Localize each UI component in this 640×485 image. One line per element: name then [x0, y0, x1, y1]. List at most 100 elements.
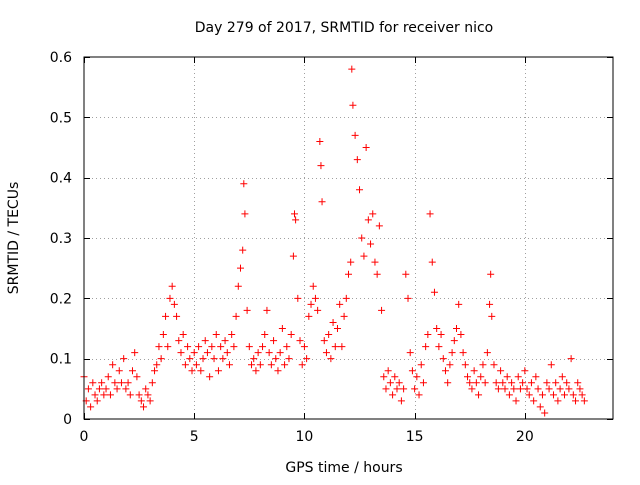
data-point: [221, 337, 229, 345]
data-point: [558, 373, 566, 381]
data-point: [146, 397, 154, 405]
data-point: [356, 186, 364, 194]
data-point: [294, 294, 302, 302]
data-point: [371, 258, 379, 266]
data-point: [175, 337, 183, 345]
data-point: [402, 270, 410, 278]
data-point: [375, 222, 383, 230]
data-point: [203, 349, 211, 357]
data-point: [441, 367, 449, 375]
data-point: [109, 361, 117, 369]
data-point: [455, 300, 463, 308]
y-tick-label: 0.1: [50, 352, 72, 368]
y-tick-label: 0.3: [50, 231, 72, 247]
data-point: [437, 331, 445, 339]
data-point: [137, 397, 145, 405]
data-point: [342, 294, 350, 302]
data-point: [188, 367, 196, 375]
data-point: [530, 397, 538, 405]
data-point: [572, 397, 580, 405]
data-point: [400, 385, 408, 393]
data-point: [248, 361, 256, 369]
data-point: [459, 349, 467, 357]
data-point: [131, 349, 139, 357]
data-point: [386, 379, 394, 387]
data-point: [532, 373, 540, 381]
data-point: [378, 306, 386, 314]
data-point: [448, 349, 456, 357]
data-point: [318, 198, 326, 206]
data-point: [578, 391, 586, 399]
data-point: [426, 210, 434, 218]
data-point: [523, 385, 531, 393]
data-point: [157, 355, 165, 363]
data-point: [501, 385, 509, 393]
data-point: [340, 312, 348, 320]
data-point: [336, 300, 344, 308]
data-point: [453, 325, 461, 332]
data-point: [362, 144, 370, 151]
data-point: [345, 270, 352, 278]
data-point: [547, 361, 555, 369]
data-point: [435, 343, 443, 351]
data-point: [556, 385, 564, 393]
data-point: [331, 343, 339, 351]
data-point: [104, 373, 112, 381]
y-axis: 0 0.1 0.2 0.3 0.4 0.5 0.6: [50, 50, 613, 428]
data-point: [488, 312, 496, 320]
data-point: [543, 379, 551, 387]
data-point: [472, 379, 480, 387]
data-point: [415, 391, 423, 399]
data-point: [408, 367, 416, 375]
grid: [84, 57, 613, 419]
data-point: [298, 361, 306, 369]
data-point: [384, 367, 392, 375]
data-point: [545, 385, 553, 393]
data-point: [565, 385, 573, 393]
data-point: [316, 137, 324, 145]
data-point: [261, 331, 269, 339]
data-point: [206, 373, 214, 381]
data-point: [430, 288, 438, 296]
data-point: [424, 331, 432, 339]
data-point: [285, 355, 293, 363]
data-point: [142, 385, 150, 393]
data-point: [84, 385, 92, 393]
data-point: [397, 397, 405, 405]
data-point: [120, 355, 128, 363]
data-point: [433, 325, 441, 332]
data-point: [481, 379, 489, 387]
data-point: [470, 367, 478, 375]
data-point: [417, 361, 425, 369]
data-point: [300, 343, 308, 351]
data-point: [272, 355, 280, 363]
data-point: [479, 361, 487, 369]
x-axis: 0 5 10 15 20: [80, 57, 534, 445]
data-point: [527, 379, 535, 387]
data-point: [320, 337, 328, 345]
data-point: [475, 391, 483, 399]
y-tick-label: 0: [63, 412, 72, 428]
data-point: [155, 343, 163, 351]
data-point: [580, 397, 588, 405]
data-point: [263, 306, 271, 314]
data-point: [552, 379, 560, 387]
data-point: [541, 409, 549, 417]
data-point: [311, 294, 319, 302]
data-point: [428, 258, 436, 266]
data-point: [228, 331, 236, 339]
data-point: [309, 282, 317, 290]
data-point: [151, 367, 159, 375]
data-point: [574, 379, 582, 387]
data-point: [290, 210, 298, 218]
data-point: [168, 282, 176, 290]
chart-title: Day 279 of 2017, SRMTID for receiver nic…: [195, 20, 493, 36]
data-point: [538, 391, 546, 399]
data-point: [208, 343, 216, 351]
data-point: [367, 240, 375, 248]
data-point: [461, 361, 469, 369]
data-point: [303, 355, 311, 363]
data-point: [322, 349, 330, 357]
x-tick-label: 5: [190, 429, 199, 445]
